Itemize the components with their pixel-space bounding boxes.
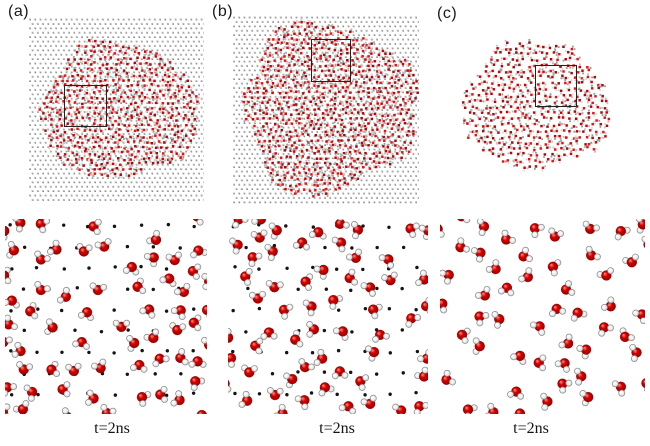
panel-c-label: (c) <box>437 5 458 22</box>
panel-a-time-caption: t=2ns <box>94 420 130 437</box>
panel-b-closeup-canvas <box>228 219 428 414</box>
panel-b-overview <box>232 15 419 204</box>
panel-c-overview <box>442 28 642 188</box>
panel-c-time-caption: t=2ns <box>513 420 549 437</box>
panel-a-label: (a) <box>8 3 30 20</box>
panel-a-overview-canvas <box>28 17 204 203</box>
panel-b-overview-canvas <box>232 15 419 204</box>
panel-a-zoom-region-box <box>64 85 107 127</box>
panel-b-zoom-region-box <box>311 39 351 82</box>
panel-a-overview <box>28 17 204 203</box>
panel-c-zoom-region-box <box>535 65 577 107</box>
panel-b-label: (b) <box>212 3 234 20</box>
panel-c-overview-canvas <box>442 28 642 188</box>
panel-b-time-caption: t=2ns <box>319 420 355 437</box>
panel-b-closeup <box>228 219 428 414</box>
panel-a-closeup <box>5 219 207 414</box>
panel-c-closeup-canvas <box>440 219 645 414</box>
panel-c-closeup <box>440 219 645 414</box>
panel-a-closeup-canvas <box>5 219 207 414</box>
